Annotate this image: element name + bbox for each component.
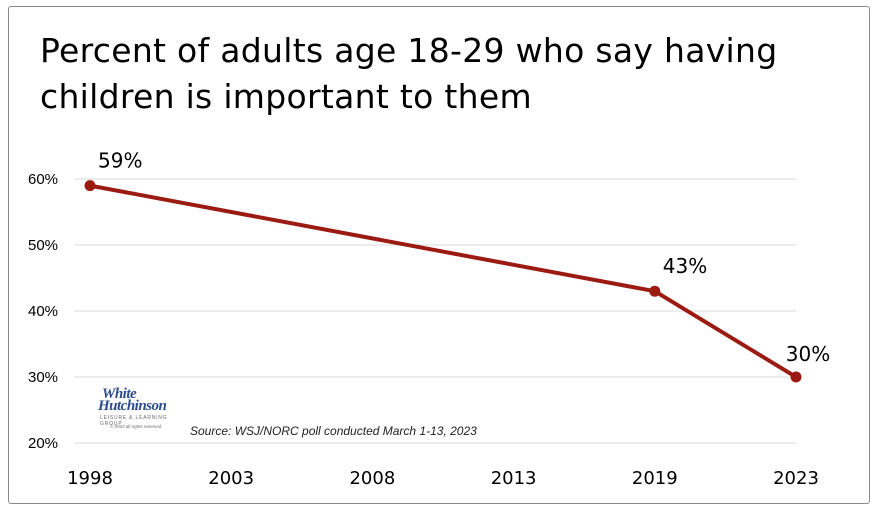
y-tick-label: 30% — [28, 369, 58, 386]
x-tick-label: 2013 — [491, 468, 537, 489]
data-label: 59% — [98, 149, 142, 173]
logo-copyright: © 2023 all rights reserved — [110, 424, 162, 429]
data-label: 30% — [786, 342, 830, 366]
data-point — [649, 285, 661, 297]
x-tick-label: 2003 — [208, 468, 254, 489]
data-point — [84, 180, 96, 192]
white-hutchinson-logo: White Hutchinson LEISURE & LEARNING GROU… — [98, 386, 178, 436]
chart-frame — [8, 6, 870, 504]
data-point — [790, 371, 802, 383]
logo-tagline: LEISURE & LEARNING GROUP — [100, 415, 168, 427]
data-label: 43% — [663, 254, 707, 278]
y-tick-label: 20% — [28, 435, 58, 452]
logo-line2: Hutchinson — [98, 398, 167, 414]
y-tick-label: 40% — [28, 303, 58, 320]
chart-title: Percent of adults age 18-29 who say havi… — [40, 31, 778, 116]
x-tick-label: 2023 — [773, 468, 819, 489]
series-line — [88, 183, 798, 379]
source-note: Source: WSJ/NORC poll conducted March 1-… — [190, 424, 477, 438]
y-tick-label: 50% — [28, 237, 58, 254]
x-tick-label: 2008 — [349, 468, 395, 489]
logo-line1: White — [102, 386, 137, 402]
y-tick-label: 60% — [28, 171, 58, 188]
x-tick-label: 1998 — [67, 468, 113, 489]
x-tick-label: 2019 — [632, 468, 678, 489]
